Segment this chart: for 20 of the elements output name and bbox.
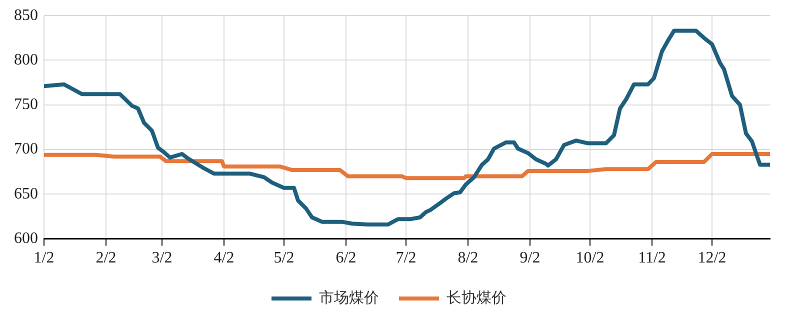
x-tick-label: 1/2 (34, 250, 54, 267)
x-tick-label: 9/2 (520, 250, 540, 267)
y-tick-label: 600 (14, 230, 38, 248)
x-tick-label: 6/2 (336, 250, 356, 267)
x-tick-label: 11/2 (638, 250, 666, 267)
x-tick-label: 2/2 (96, 250, 116, 267)
x-tick-label: 12/2 (698, 250, 726, 267)
y-tick-label: 700 (14, 140, 38, 158)
y-tick-label: 800 (14, 51, 38, 68)
x-tick-label: 8/2 (458, 250, 478, 267)
x-tick-label: 5/2 (274, 250, 294, 267)
x-tick-label: 10/2 (576, 250, 604, 267)
y-tick-label: 650 (14, 185, 38, 202)
x-tick-label: 4/2 (214, 250, 234, 267)
x-tick-label: 7/2 (396, 250, 416, 267)
legend-label: 市场煤价 (319, 288, 379, 306)
legend-label: 长协煤价 (446, 288, 506, 306)
x-tick-label: 3/2 (152, 250, 172, 267)
y-tick-label: 750 (14, 96, 38, 114)
y-tick-label: 850 (14, 6, 38, 24)
